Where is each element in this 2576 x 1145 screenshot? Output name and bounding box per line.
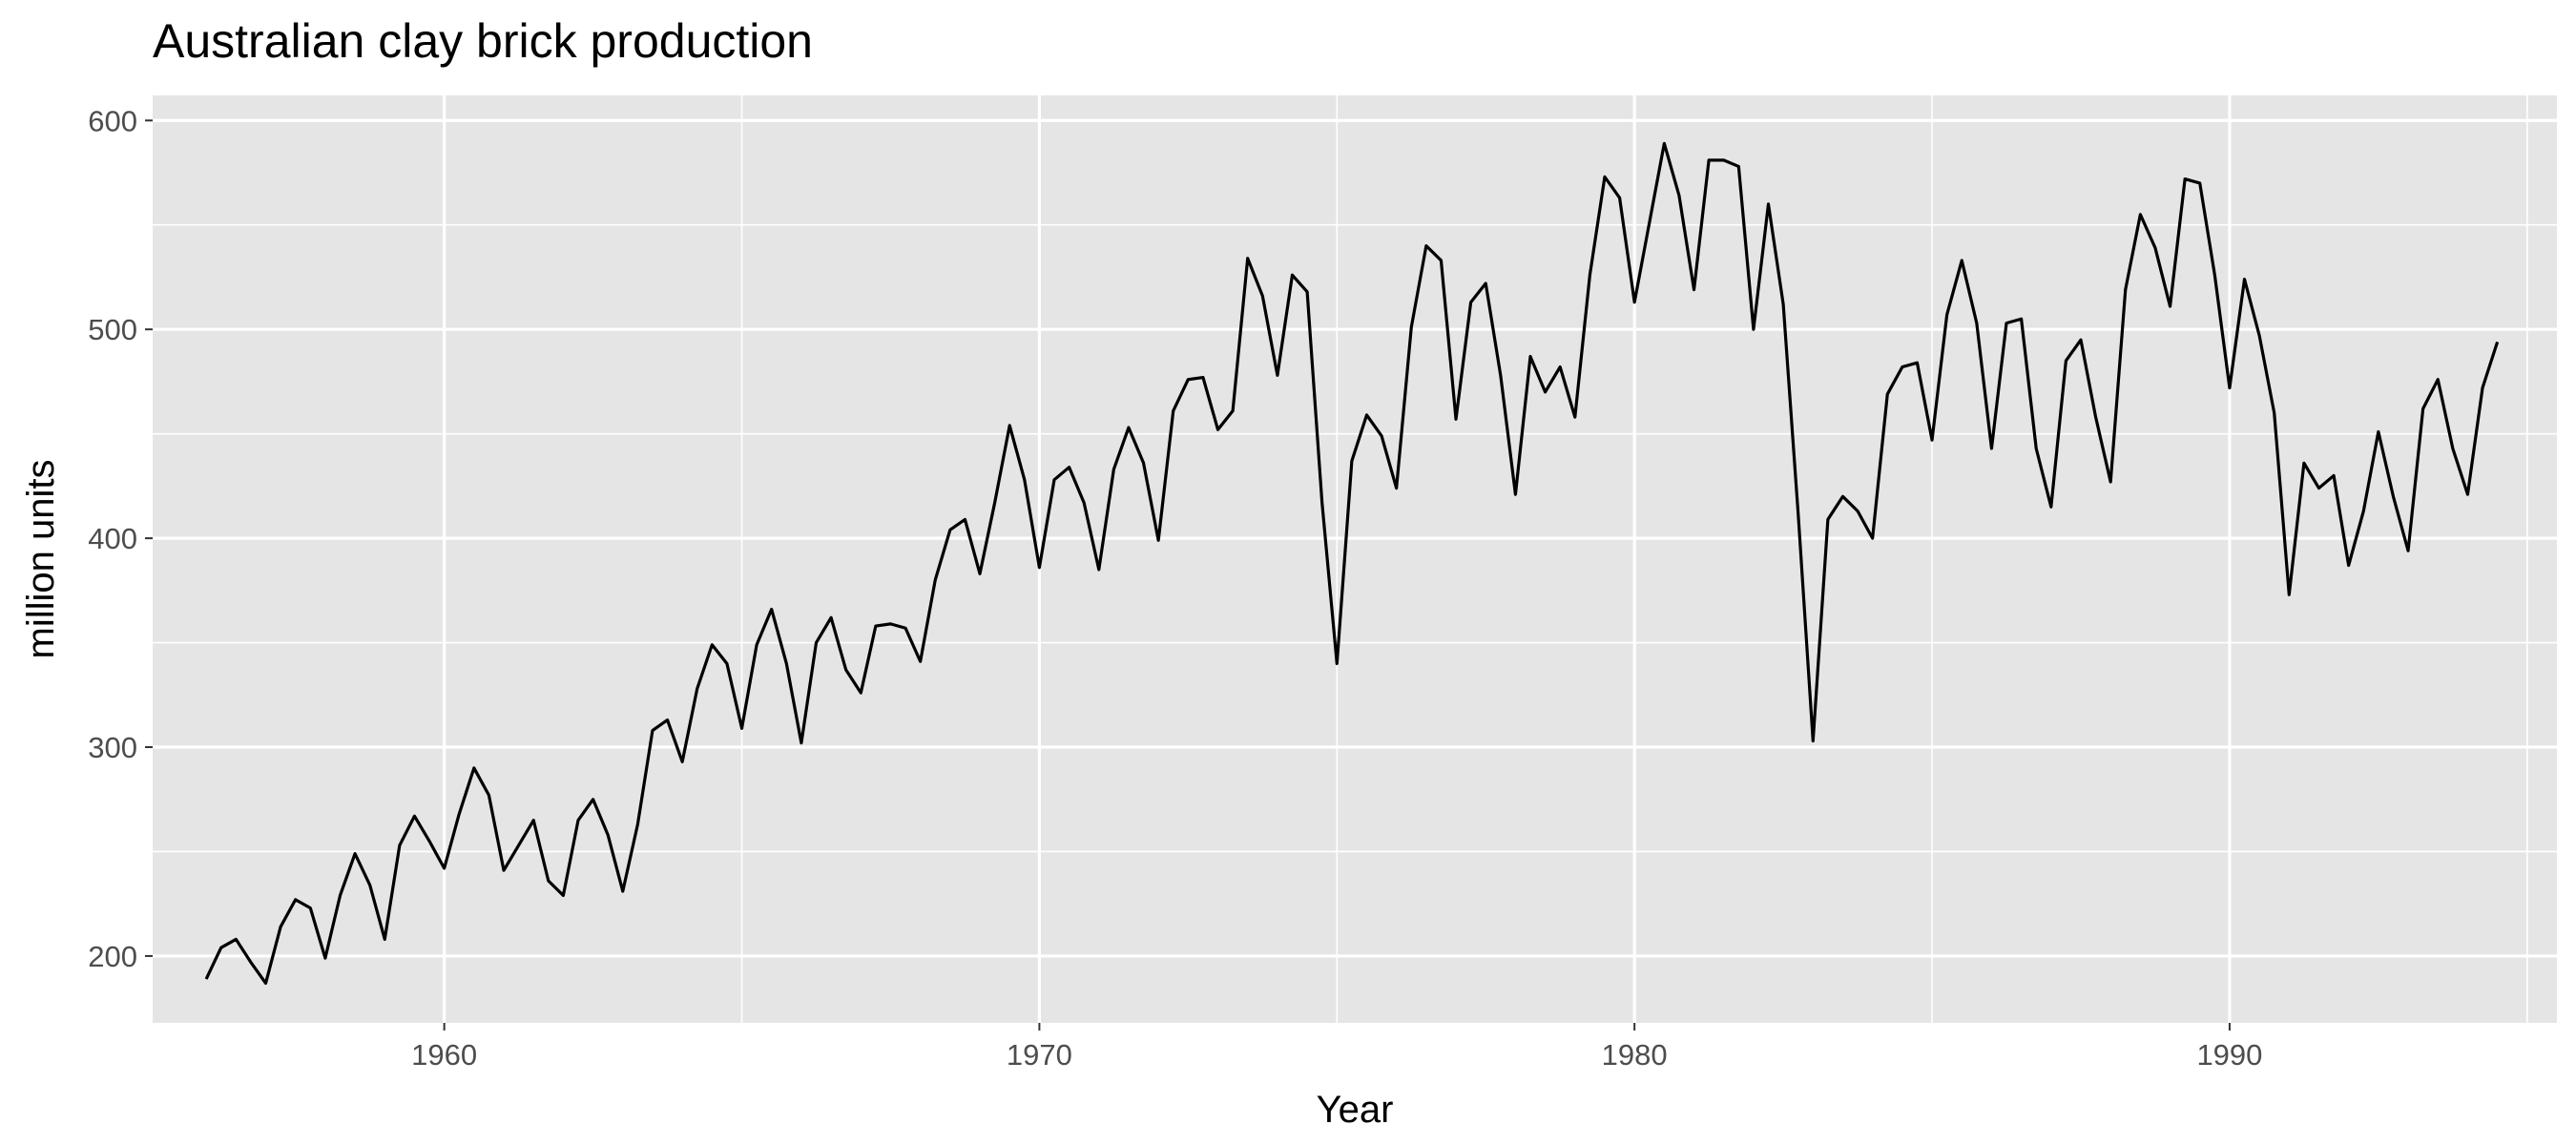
x-axis-title: Year — [1317, 1089, 1394, 1131]
x-tick-label: 1990 — [2196, 1038, 2262, 1072]
y-axis-title: million units — [20, 460, 62, 659]
series-group — [204, 141, 2500, 986]
y-axis: 200 300 400 500 600 — [88, 104, 153, 973]
y-tick-label: 300 — [88, 731, 137, 764]
grid-minor — [153, 95, 2557, 1023]
x-axis: 1960 1970 1980 1990 — [411, 1023, 2262, 1072]
plot-panel — [153, 95, 2557, 1023]
grid-major — [153, 95, 2557, 1023]
y-tick-label: 200 — [88, 940, 137, 973]
x-tick-label: 1970 — [1007, 1038, 1072, 1072]
y-tick-label: 400 — [88, 522, 137, 555]
y-tick-label: 500 — [88, 313, 137, 346]
x-tick-label: 1960 — [411, 1038, 477, 1072]
chart-title: Australian clay brick production — [153, 14, 813, 68]
y-tick-label: 600 — [88, 104, 137, 137]
series-line — [204, 141, 2500, 986]
x-tick-label: 1980 — [1602, 1038, 1668, 1072]
